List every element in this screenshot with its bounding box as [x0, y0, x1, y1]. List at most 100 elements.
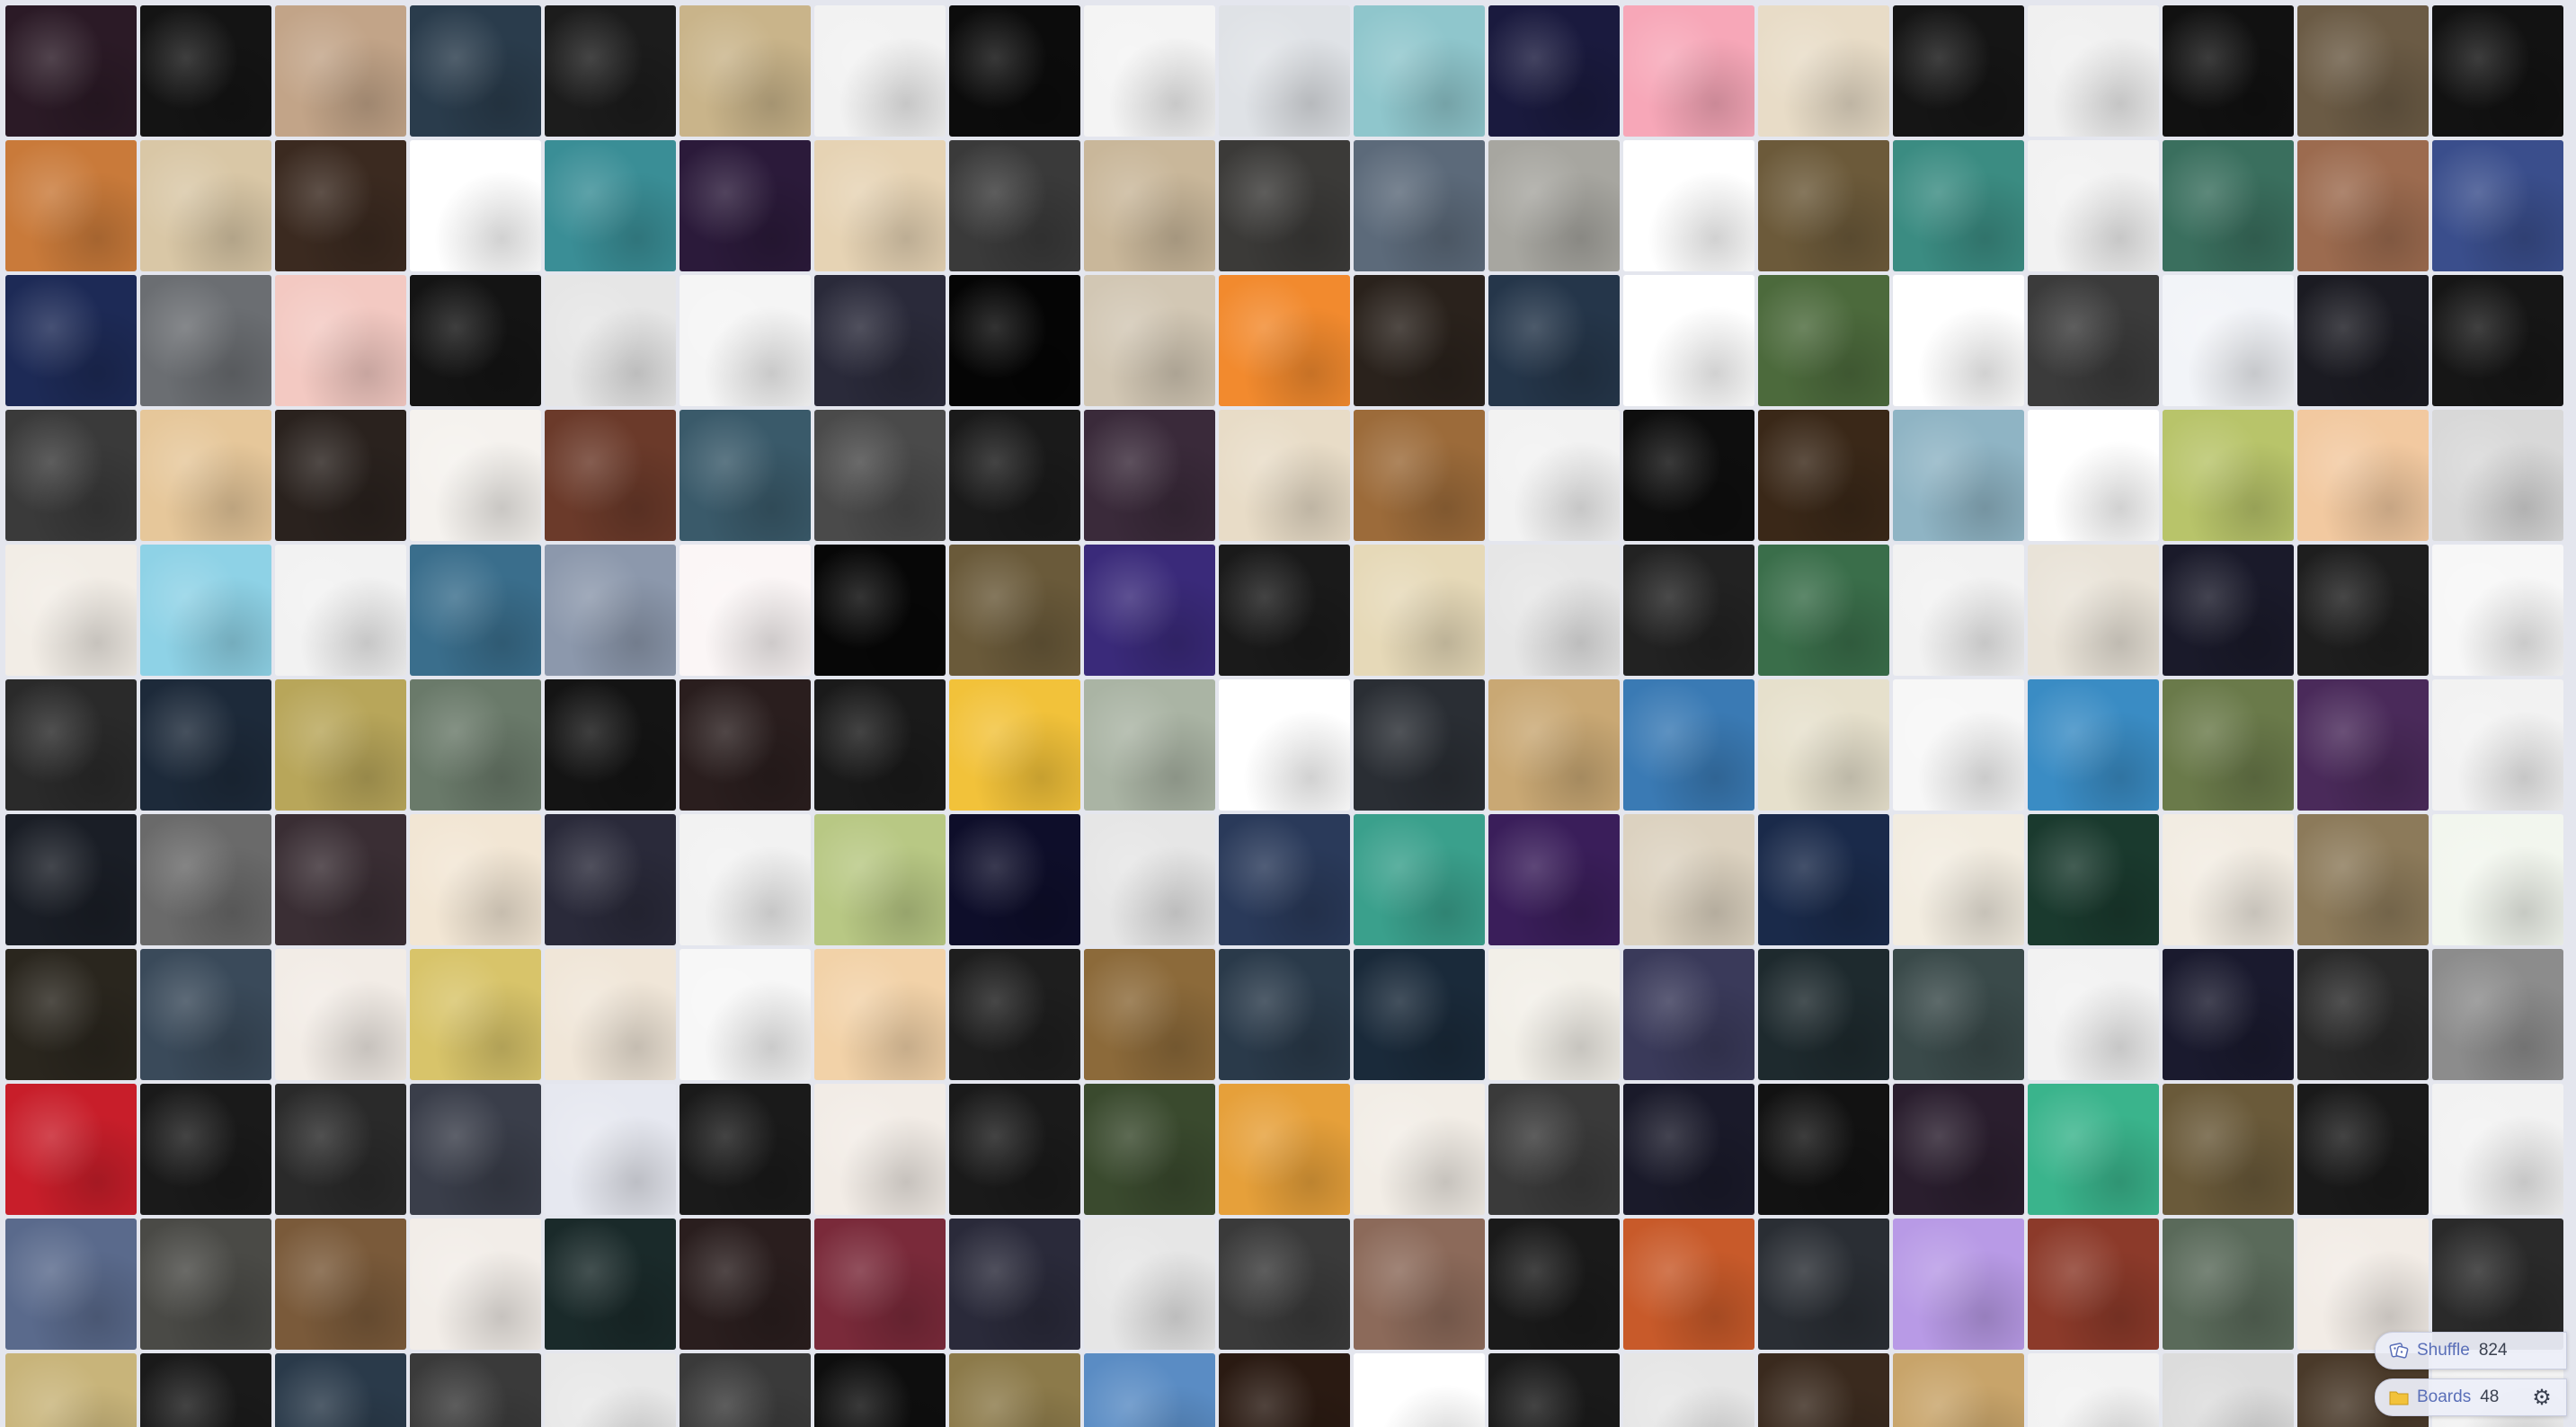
- thumbnail-tile[interactable]: [2297, 275, 2429, 406]
- thumbnail-tile[interactable]: [2163, 5, 2294, 137]
- thumbnail-tile[interactable]: [2163, 814, 2294, 945]
- thumbnail-tile[interactable]: [140, 949, 271, 1080]
- thumbnail-tile[interactable]: [680, 1353, 811, 1427]
- thumbnail-tile[interactable]: [410, 814, 541, 945]
- thumbnail-tile[interactable]: [410, 545, 541, 676]
- thumbnail-tile[interactable]: [680, 410, 811, 541]
- thumbnail-tile[interactable]: [1623, 140, 1754, 271]
- thumbnail-tile[interactable]: [1219, 5, 1350, 137]
- thumbnail-tile[interactable]: [2163, 949, 2294, 1080]
- thumbnail-tile[interactable]: [5, 1084, 137, 1215]
- thumbnail-tile[interactable]: [680, 5, 811, 137]
- thumbnail-tile[interactable]: [680, 275, 811, 406]
- thumbnail-tile[interactable]: [1893, 140, 2024, 271]
- thumbnail-tile[interactable]: [814, 410, 946, 541]
- thumbnail-tile[interactable]: [1758, 679, 1889, 811]
- thumbnail-tile[interactable]: [2163, 545, 2294, 676]
- thumbnail-tile[interactable]: [1488, 679, 1620, 811]
- thumbnail-tile[interactable]: [949, 949, 1080, 1080]
- thumbnail-tile[interactable]: [2028, 275, 2159, 406]
- thumbnail-tile[interactable]: [1488, 410, 1620, 541]
- thumbnail-tile[interactable]: [410, 679, 541, 811]
- thumbnail-tile[interactable]: [1219, 1084, 1350, 1215]
- thumbnail-tile[interactable]: [2432, 545, 2563, 676]
- thumbnail-tile[interactable]: [5, 1219, 137, 1350]
- thumbnail-tile[interactable]: [2432, 5, 2563, 137]
- thumbnail-tile[interactable]: [5, 5, 137, 137]
- thumbnail-tile[interactable]: [1758, 275, 1889, 406]
- thumbnail-tile[interactable]: [275, 1219, 406, 1350]
- thumbnail-tile[interactable]: [140, 275, 271, 406]
- thumbnail-tile[interactable]: [410, 949, 541, 1080]
- shuffle-button[interactable]: Shuffle 824: [2375, 1332, 2567, 1369]
- thumbnail-tile[interactable]: [545, 679, 676, 811]
- thumbnail-tile[interactable]: [1893, 545, 2024, 676]
- thumbnail-tile[interactable]: [2432, 275, 2563, 406]
- thumbnail-tile[interactable]: [1354, 1084, 1485, 1215]
- thumbnail-tile[interactable]: [1084, 814, 1215, 945]
- thumbnail-tile[interactable]: [949, 410, 1080, 541]
- thumbnail-tile[interactable]: [2297, 5, 2429, 137]
- thumbnail-tile[interactable]: [545, 545, 676, 676]
- thumbnail-tile[interactable]: [410, 1219, 541, 1350]
- thumbnail-tile[interactable]: [1623, 545, 1754, 676]
- thumbnail-tile[interactable]: [5, 410, 137, 541]
- thumbnail-tile[interactable]: [1488, 545, 1620, 676]
- thumbnail-tile[interactable]: [680, 545, 811, 676]
- thumbnail-tile[interactable]: [2028, 1353, 2159, 1427]
- thumbnail-tile[interactable]: [2163, 275, 2294, 406]
- thumbnail-tile[interactable]: [275, 545, 406, 676]
- thumbnail-tile[interactable]: [2297, 545, 2429, 676]
- thumbnail-tile[interactable]: [814, 1219, 946, 1350]
- thumbnail-tile[interactable]: [1084, 679, 1215, 811]
- thumbnail-tile[interactable]: [2163, 140, 2294, 271]
- thumbnail-tile[interactable]: [1623, 275, 1754, 406]
- thumbnail-tile[interactable]: [949, 679, 1080, 811]
- thumbnail-tile[interactable]: [275, 275, 406, 406]
- thumbnail-tile[interactable]: [680, 1084, 811, 1215]
- thumbnail-tile[interactable]: [1758, 5, 1889, 137]
- thumbnail-tile[interactable]: [680, 814, 811, 945]
- thumbnail-tile[interactable]: [2297, 1084, 2429, 1215]
- thumbnail-tile[interactable]: [1084, 1219, 1215, 1350]
- thumbnail-tile[interactable]: [1354, 140, 1485, 271]
- thumbnail-tile[interactable]: [2028, 949, 2159, 1080]
- thumbnail-tile[interactable]: [680, 1219, 811, 1350]
- thumbnail-tile[interactable]: [275, 679, 406, 811]
- thumbnail-tile[interactable]: [1219, 679, 1350, 811]
- thumbnail-tile[interactable]: [1623, 1084, 1754, 1215]
- thumbnail-tile[interactable]: [2028, 679, 2159, 811]
- thumbnail-tile[interactable]: [140, 545, 271, 676]
- thumbnail-tile[interactable]: [1623, 1353, 1754, 1427]
- thumbnail-tile[interactable]: [1219, 275, 1350, 406]
- thumbnail-tile[interactable]: [1893, 814, 2024, 945]
- thumbnail-tile[interactable]: [275, 1353, 406, 1427]
- thumbnail-tile[interactable]: [1219, 410, 1350, 541]
- thumbnail-tile[interactable]: [1219, 545, 1350, 676]
- thumbnail-tile[interactable]: [814, 140, 946, 271]
- thumbnail-tile[interactable]: [1219, 140, 1350, 271]
- thumbnail-tile[interactable]: [5, 1353, 137, 1427]
- thumbnail-tile[interactable]: [1084, 140, 1215, 271]
- thumbnail-tile[interactable]: [949, 545, 1080, 676]
- thumbnail-tile[interactable]: [1219, 1353, 1350, 1427]
- thumbnail-tile[interactable]: [814, 679, 946, 811]
- thumbnail-tile[interactable]: [1758, 545, 1889, 676]
- thumbnail-tile[interactable]: [814, 1353, 946, 1427]
- thumbnail-tile[interactable]: [5, 545, 137, 676]
- thumbnail-tile[interactable]: [140, 1353, 271, 1427]
- thumbnail-tile[interactable]: [545, 410, 676, 541]
- thumbnail-tile[interactable]: [410, 410, 541, 541]
- thumbnail-tile[interactable]: [545, 1219, 676, 1350]
- thumbnail-tile[interactable]: [1758, 140, 1889, 271]
- thumbnail-tile[interactable]: [545, 1084, 676, 1215]
- thumbnail-tile[interactable]: [1893, 275, 2024, 406]
- thumbnail-tile[interactable]: [1758, 949, 1889, 1080]
- thumbnail-tile[interactable]: [2028, 814, 2159, 945]
- thumbnail-tile[interactable]: [2297, 949, 2429, 1080]
- thumbnail-tile[interactable]: [2432, 1084, 2563, 1215]
- thumbnail-tile[interactable]: [1084, 410, 1215, 541]
- thumbnail-tile[interactable]: [1488, 5, 1620, 137]
- thumbnail-tile[interactable]: [140, 5, 271, 137]
- thumbnail-tile[interactable]: [2163, 1353, 2294, 1427]
